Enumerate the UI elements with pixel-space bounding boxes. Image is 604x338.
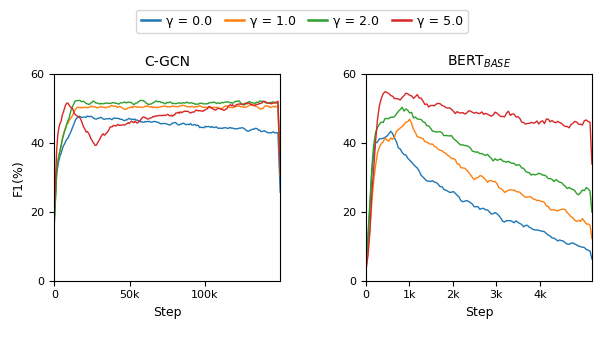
Legend: γ = 0.0, γ = 1.0, γ = 2.0, γ = 5.0: γ = 0.0, γ = 1.0, γ = 2.0, γ = 5.0 [136, 9, 468, 33]
X-axis label: Step: Step [153, 306, 182, 319]
Title: C-GCN: C-GCN [144, 55, 190, 69]
Title: BERT$_{BASE}$: BERT$_{BASE}$ [447, 54, 511, 70]
Y-axis label: F1(%): F1(%) [12, 159, 25, 196]
X-axis label: Step: Step [464, 306, 493, 319]
